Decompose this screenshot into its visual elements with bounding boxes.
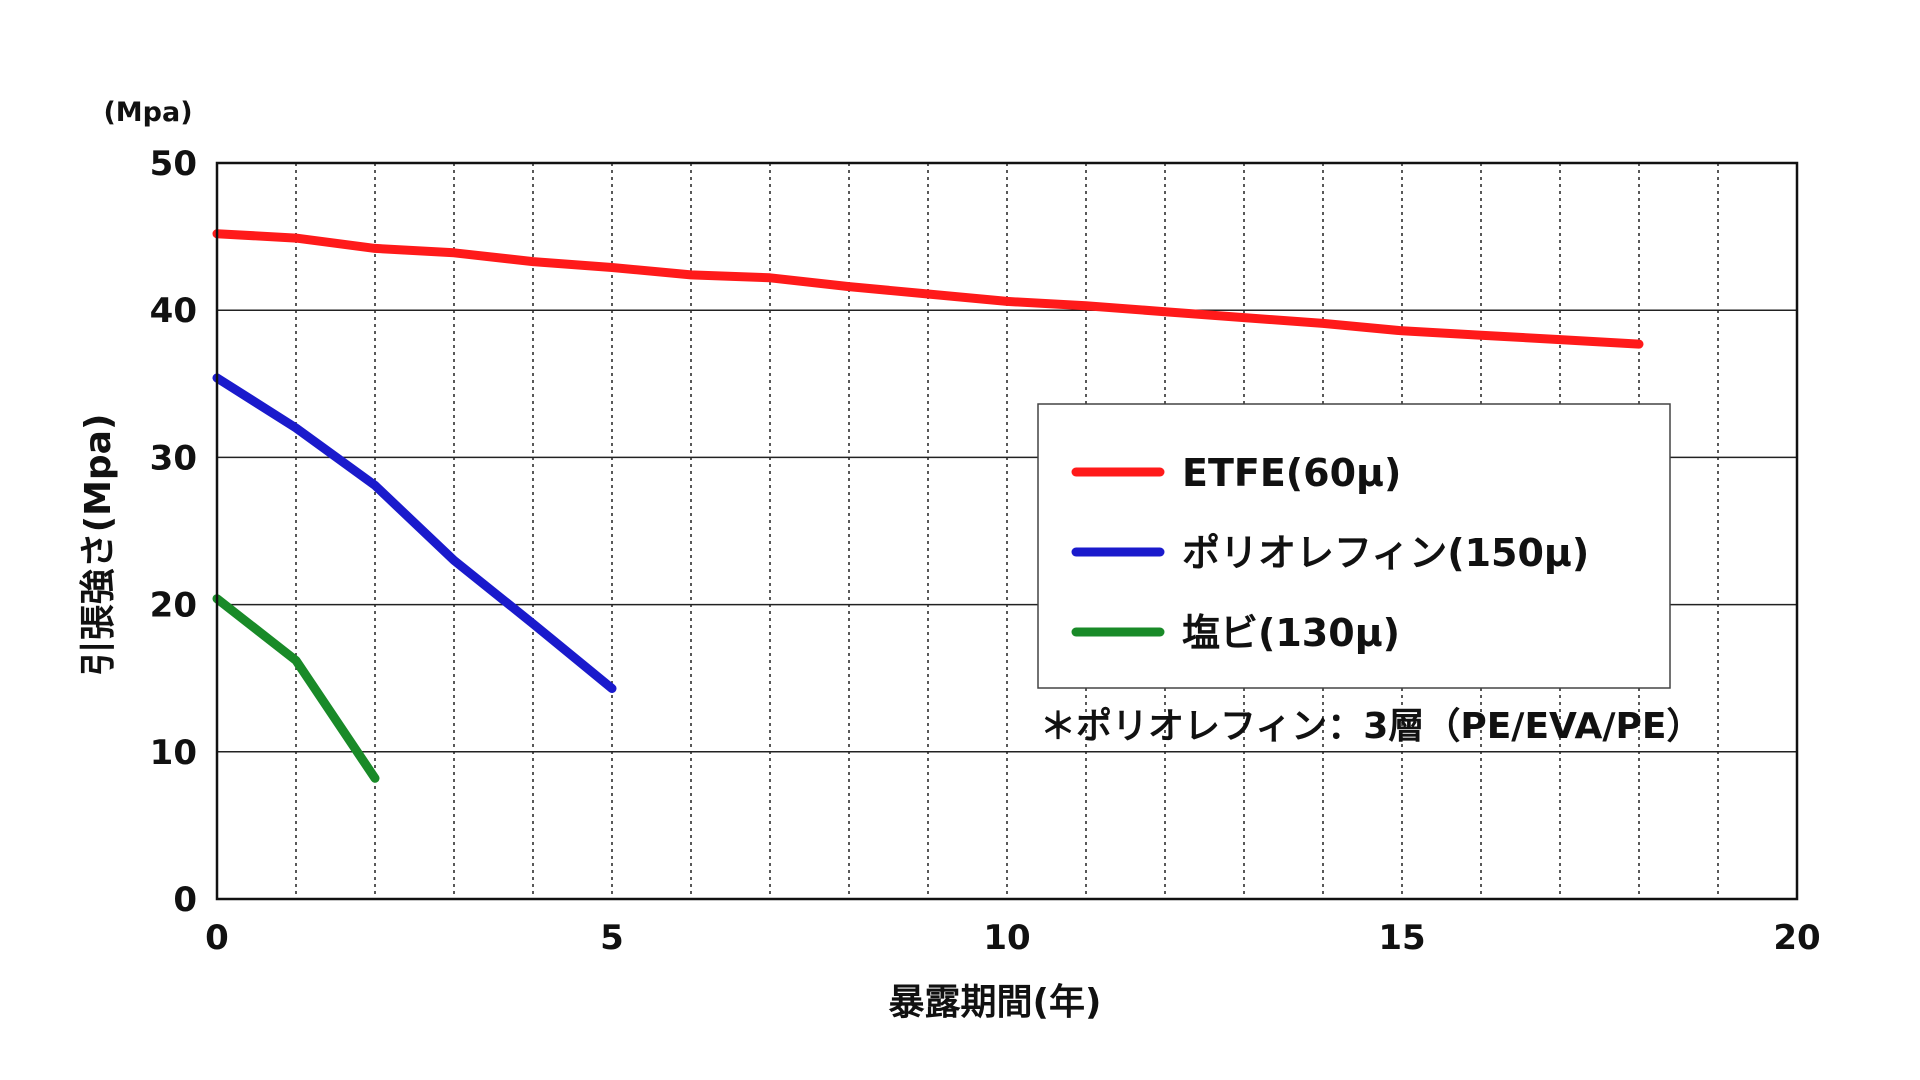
x-tick-label: 15 (1378, 918, 1425, 958)
legend: ETFE(60μ) ポリオレフィン(150μ) 塩ビ(130μ) (1037, 403, 1671, 689)
y-tick-label: 20 (150, 586, 197, 626)
legend-label-1: ETFE(60μ) (1182, 451, 1401, 495)
series-line-1 (212, 229, 1644, 349)
x-axis-title: 暴露期間(年) (889, 982, 1102, 1023)
y-axis-title: 引張強さ(Mpa) (78, 414, 119, 677)
y-tick-label: 10 (150, 733, 197, 773)
x-tick-label: 10 (983, 918, 1030, 958)
y-tick-label: 30 (150, 438, 197, 478)
x-tick-label: 0 (205, 918, 229, 958)
y-tick-label: 50 (150, 144, 197, 184)
series-line-3 (212, 594, 380, 783)
annotation-note: ＊ポリオレフィン：3層（PE/EVA/PE） (1040, 705, 1702, 747)
plot-frame (215, 161, 1799, 901)
x-tick-label: 20 (1773, 918, 1820, 958)
x-axis-ticks: 0 5 10 15 20 (205, 918, 1821, 958)
x-tick-label: 5 (600, 918, 624, 958)
y-axis-ticks: 0 10 20 30 40 50 (150, 144, 197, 920)
legend-box (1037, 403, 1671, 689)
y-tick-label: 0 (173, 880, 197, 920)
legend-label-2: ポリオレフィン(150μ) (1182, 531, 1589, 575)
legend-label-3: 塩ビ(130μ) (1182, 611, 1400, 655)
y-tick-label: 40 (150, 291, 197, 331)
y-unit-label: (Mpa) (103, 97, 192, 128)
series-line-2 (212, 373, 617, 693)
series-lines (212, 229, 1644, 783)
